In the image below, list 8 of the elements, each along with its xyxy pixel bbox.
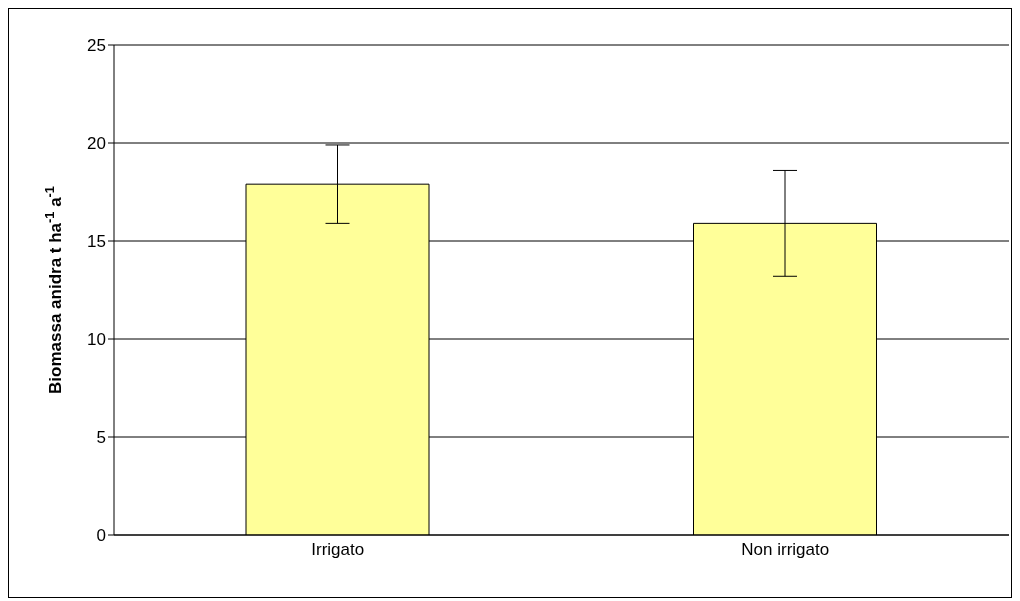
y-tick-label: 15 — [87, 232, 106, 252]
x-tick-label: Non irrigato — [741, 540, 830, 560]
y-tick-label: 0 — [96, 526, 106, 546]
x-tick-label: Irrigato — [311, 540, 365, 560]
y-tick-label: 20 — [87, 134, 106, 154]
y-tick-label: 5 — [96, 428, 106, 448]
y-tick-label: 25 — [87, 36, 106, 56]
y-tick-label: 10 — [87, 330, 106, 350]
